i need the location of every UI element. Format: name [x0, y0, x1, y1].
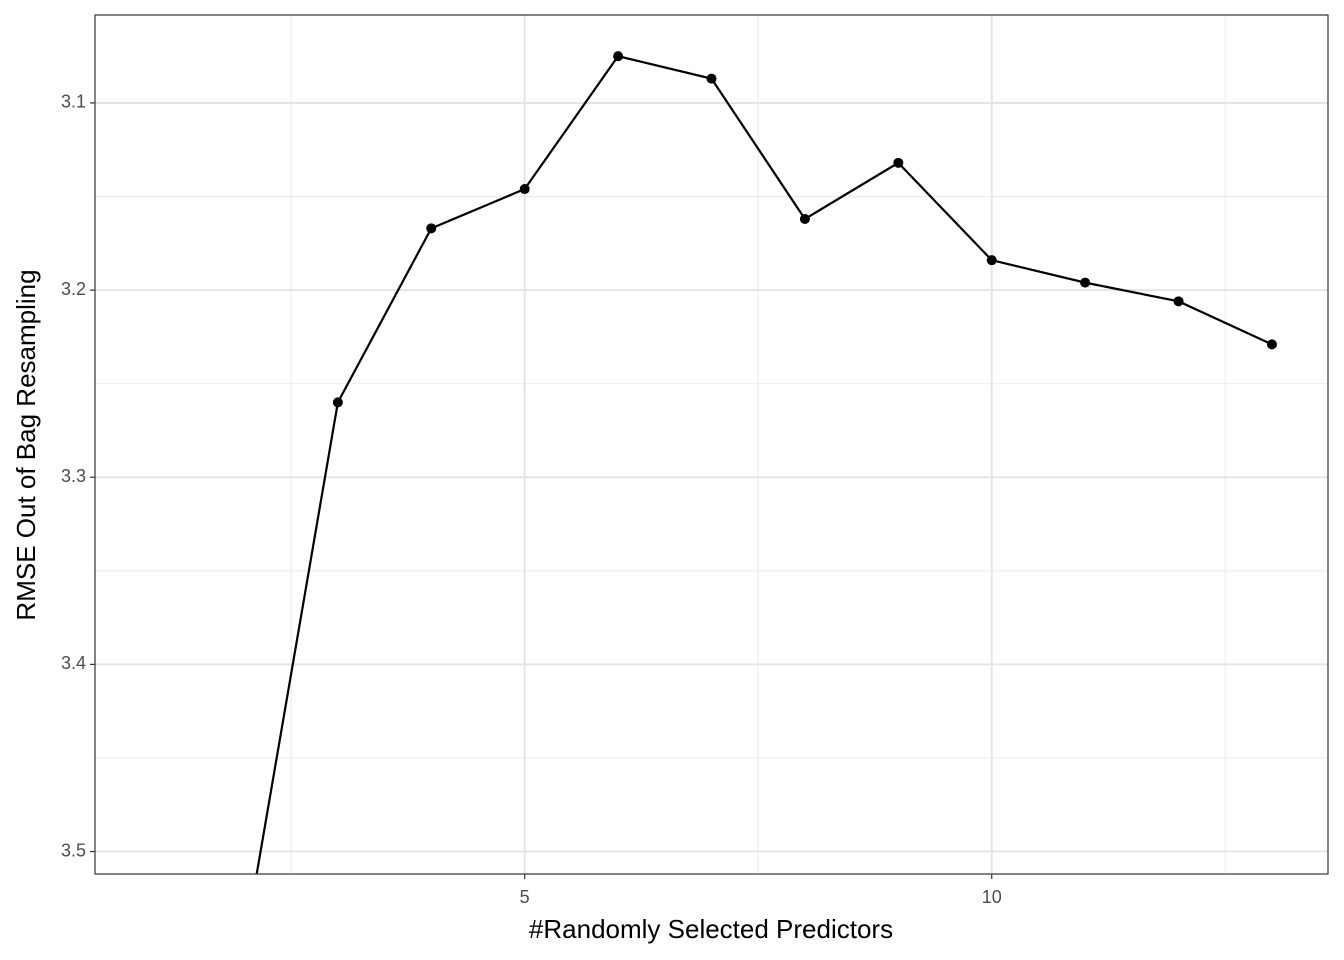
- plot-area: [239, 51, 1277, 950]
- y-tick-label: 3.1: [61, 92, 86, 112]
- x-tick-label: 10: [982, 887, 1002, 907]
- y-tick-label: 3.4: [61, 653, 86, 673]
- point: [519, 184, 530, 195]
- x-axis-title: #Randomly Selected Predictors: [529, 914, 893, 944]
- point: [1173, 296, 1184, 307]
- panel-border: [94, 14, 1329, 875]
- point: [613, 51, 624, 62]
- point: [1080, 277, 1091, 288]
- point: [706, 73, 717, 84]
- point: [1266, 339, 1277, 350]
- point: [239, 940, 249, 950]
- x-tick-label: 5: [520, 887, 530, 907]
- point: [986, 255, 997, 266]
- point: [332, 397, 343, 408]
- point: [799, 213, 810, 224]
- y-tick-label: 3.2: [61, 279, 86, 299]
- point: [426, 223, 437, 234]
- y-tick-label: 3.3: [61, 466, 86, 486]
- y-axis-title: RMSE Out of Bag Resampling: [11, 269, 41, 620]
- line: [255, 54, 1273, 874]
- y-tick-label: 3.5: [61, 840, 86, 860]
- grid: [95, 15, 1328, 874]
- panel-background: [95, 15, 1328, 874]
- point: [893, 157, 904, 168]
